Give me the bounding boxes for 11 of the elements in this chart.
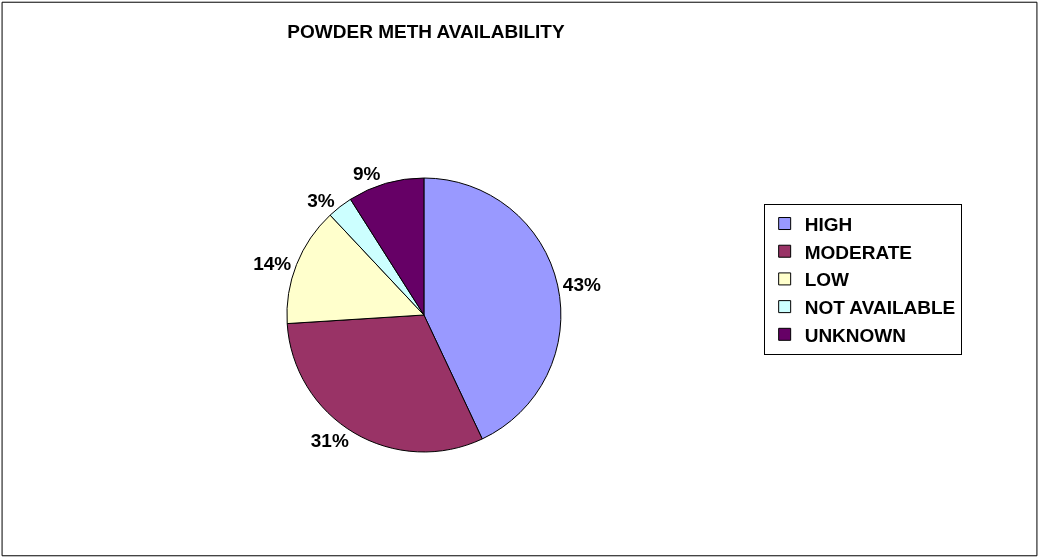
legend-label: UNKNOWN <box>804 324 906 346</box>
legend-label: NOT AVAILABLE <box>804 297 956 319</box>
data-label: 43% <box>562 274 601 296</box>
data-label: 3% <box>307 189 335 211</box>
legend-label: LOW <box>804 269 850 291</box>
legend-label: HIGH <box>804 213 853 235</box>
legend-label: MODERATE <box>804 241 912 263</box>
data-label: 9% <box>352 163 381 185</box>
chart-title: POWDER METH AVAILABILITY <box>287 21 565 43</box>
data-label: 31% <box>310 430 349 452</box>
data-label: 14% <box>253 252 292 274</box>
